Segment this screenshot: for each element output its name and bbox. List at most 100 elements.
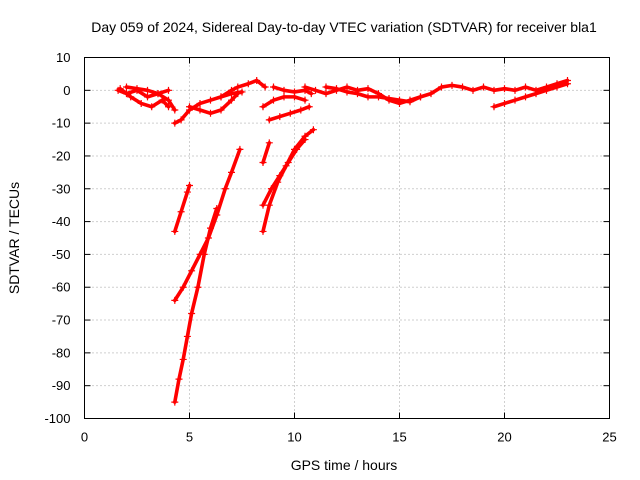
data-point-marker	[375, 93, 382, 101]
data-point-marker	[307, 90, 315, 98]
data-point-marker	[333, 85, 340, 93]
data-point-marker	[322, 90, 330, 98]
series-track-18	[259, 136, 309, 209]
data-point-marker	[137, 99, 145, 107]
data-point-marker	[186, 181, 193, 189]
data-point-marker	[259, 159, 267, 167]
data-point-marker	[253, 76, 261, 84]
data-point-marker	[144, 93, 151, 101]
data-point-marker	[179, 355, 187, 363]
data-point-marker	[438, 83, 445, 91]
x-tick-label: 0	[81, 430, 88, 445]
series-track-12	[490, 80, 571, 111]
data-point-marker	[490, 86, 498, 94]
data-point-marker	[293, 145, 301, 153]
data-point-marker	[265, 139, 273, 147]
plot-area	[114, 76, 571, 406]
data-point-marker	[259, 103, 267, 111]
data-point-marker	[213, 204, 221, 212]
data-point-marker	[165, 96, 172, 104]
series-track-6	[217, 76, 269, 101]
series-trail	[118, 86, 171, 109]
y-tick-label: -60	[52, 280, 71, 295]
data-point-marker	[297, 106, 305, 114]
x-tick-label: 15	[392, 430, 406, 445]
data-point-marker	[217, 93, 225, 101]
data-point-marker	[207, 109, 214, 117]
data-point-marker	[284, 159, 292, 167]
series-track-5	[186, 90, 242, 117]
data-point-marker	[234, 90, 242, 98]
data-point-marker	[364, 93, 372, 101]
data-point-marker	[280, 93, 288, 101]
data-point-marker	[301, 83, 309, 91]
data-point-marker	[490, 103, 498, 111]
data-point-marker	[385, 95, 393, 103]
x-tick-label: 5	[186, 430, 193, 445]
data-point-marker	[286, 109, 294, 117]
data-point-marker	[228, 168, 235, 176]
data-point-marker	[265, 116, 273, 124]
series-track-11	[322, 83, 424, 106]
y-tick-label: 0	[63, 83, 70, 98]
series-trail	[261, 141, 272, 165]
data-point-marker	[228, 96, 235, 104]
y-tick-label: -20	[52, 148, 71, 163]
data-point-marker	[171, 106, 179, 114]
data-point-marker	[133, 85, 141, 93]
series-track-3	[123, 83, 179, 114]
data-point-marker	[553, 83, 561, 91]
data-point-marker	[427, 90, 435, 98]
series-track-8	[259, 93, 309, 111]
series-track-13	[171, 181, 193, 235]
data-point-marker	[522, 83, 529, 91]
data-point-marker	[127, 93, 135, 101]
data-point-marker	[322, 83, 330, 91]
data-point-marker	[261, 83, 269, 91]
data-point-marker	[417, 93, 424, 101]
data-point-marker	[116, 85, 124, 93]
data-point-marker	[301, 136, 309, 144]
data-point-marker	[259, 201, 267, 209]
y-tick-label: -80	[52, 345, 71, 360]
data-point-marker	[522, 93, 529, 101]
grid	[84, 57, 610, 419]
series-track-16	[259, 139, 273, 167]
data-point-marker	[276, 113, 284, 121]
data-point-marker	[171, 398, 179, 406]
x-tick-label: 25	[602, 430, 616, 445]
data-point-marker	[309, 126, 317, 134]
series-trail	[324, 85, 423, 104]
y-axis-label: SDTVAR / TECUs	[6, 182, 22, 294]
data-point-marker	[186, 103, 193, 111]
data-point-marker	[171, 296, 179, 304]
data-point-marker	[221, 185, 229, 193]
data-point-marker	[196, 106, 204, 114]
data-point-marker	[175, 375, 183, 383]
data-point-marker	[501, 99, 508, 107]
y-tick-label: -10	[52, 116, 71, 131]
series-trail	[219, 78, 267, 99]
x-tick-label: 10	[287, 430, 301, 445]
data-point-marker	[200, 250, 208, 258]
data-point-marker	[171, 119, 179, 127]
data-point-marker	[123, 83, 130, 91]
y-tick-label: -100	[44, 411, 70, 426]
data-point-marker	[144, 86, 151, 94]
data-point-marker	[207, 224, 214, 232]
data-point-marker	[207, 96, 214, 104]
data-point-marker	[270, 96, 277, 104]
data-point-marker	[183, 188, 191, 196]
x-tick-label: 20	[497, 430, 511, 445]
data-point-marker	[343, 88, 351, 96]
data-point-marker	[236, 145, 244, 153]
data-point-marker	[188, 309, 196, 317]
data-point-marker	[259, 227, 267, 235]
data-point-marker	[238, 88, 246, 96]
data-point-marker	[364, 85, 372, 93]
data-point-marker	[217, 106, 225, 114]
data-point-marker	[280, 86, 288, 94]
data-point-marker	[148, 103, 156, 111]
y-tick-label: -90	[52, 378, 71, 393]
